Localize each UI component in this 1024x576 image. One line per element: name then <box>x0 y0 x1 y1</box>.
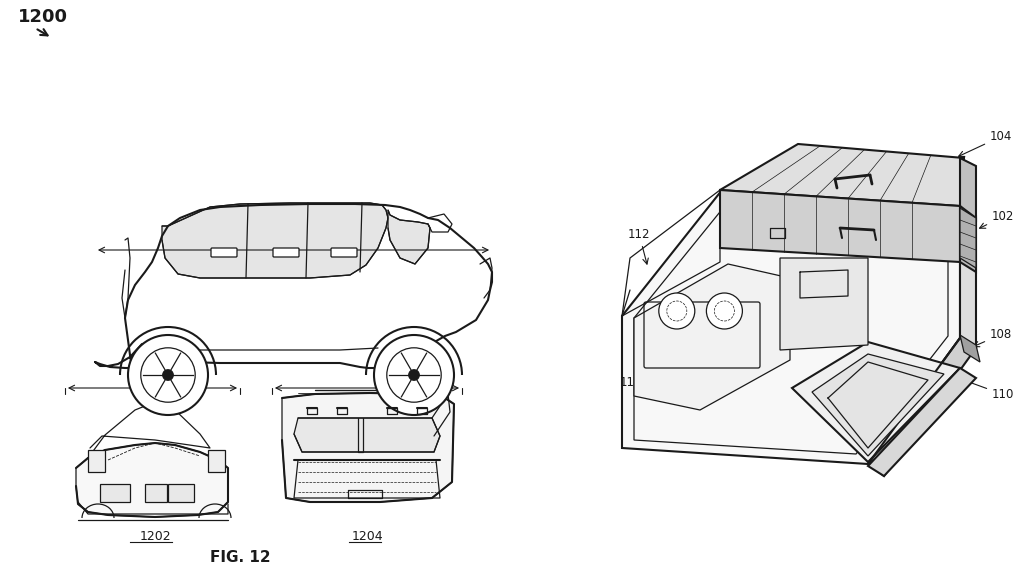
Polygon shape <box>282 393 454 502</box>
Polygon shape <box>388 210 430 264</box>
Polygon shape <box>961 158 976 222</box>
Circle shape <box>128 335 208 415</box>
Circle shape <box>409 370 419 380</box>
Text: 1202: 1202 <box>139 530 171 543</box>
Polygon shape <box>634 264 790 410</box>
Text: 1204: 1204 <box>351 530 383 543</box>
Polygon shape <box>294 418 440 452</box>
Bar <box>145 484 167 502</box>
Bar <box>100 484 130 502</box>
Circle shape <box>707 293 742 329</box>
Polygon shape <box>868 338 976 476</box>
Polygon shape <box>961 208 976 268</box>
Circle shape <box>141 348 196 402</box>
Circle shape <box>658 293 695 329</box>
Polygon shape <box>76 443 228 517</box>
Circle shape <box>163 370 173 380</box>
Circle shape <box>374 335 454 415</box>
Bar <box>168 484 194 502</box>
FancyBboxPatch shape <box>331 248 357 257</box>
Circle shape <box>387 348 441 402</box>
Polygon shape <box>961 335 980 362</box>
Text: 104: 104 <box>958 130 1013 157</box>
Polygon shape <box>812 354 944 456</box>
Bar <box>88 450 105 472</box>
Text: 106: 106 <box>871 401 931 425</box>
Text: 102: 102 <box>980 210 1015 228</box>
Circle shape <box>715 301 734 321</box>
Polygon shape <box>961 206 976 348</box>
Polygon shape <box>868 368 976 476</box>
Polygon shape <box>792 342 961 462</box>
FancyBboxPatch shape <box>273 248 299 257</box>
Text: FIG. 12: FIG. 12 <box>210 550 270 565</box>
Polygon shape <box>961 206 976 272</box>
Text: 1200: 1200 <box>18 8 68 26</box>
Text: 108: 108 <box>974 328 1013 347</box>
Text: 110: 110 <box>940 371 1015 401</box>
Polygon shape <box>720 190 961 262</box>
Text: 114: 114 <box>620 361 646 389</box>
Circle shape <box>667 301 687 321</box>
FancyBboxPatch shape <box>211 248 237 257</box>
Polygon shape <box>162 203 388 278</box>
Text: 112: 112 <box>628 228 650 264</box>
Bar <box>208 450 225 472</box>
Polygon shape <box>780 258 868 350</box>
Polygon shape <box>720 144 964 206</box>
Polygon shape <box>622 190 961 464</box>
